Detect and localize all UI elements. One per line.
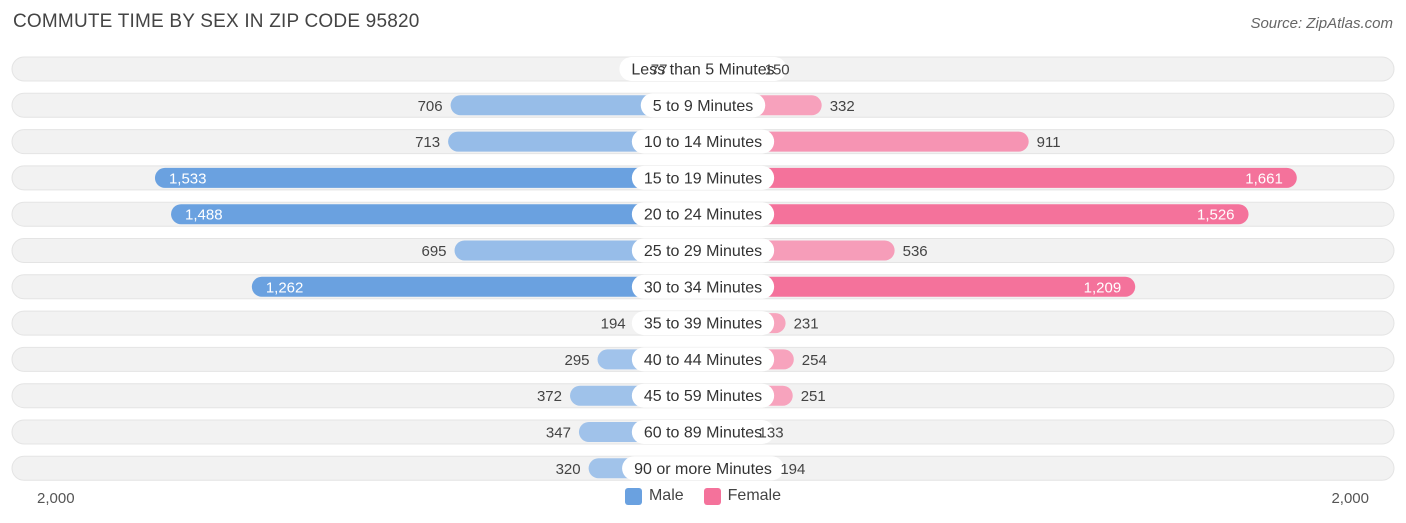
category-pill [631, 129, 775, 154]
male-bar [251, 276, 703, 297]
category-pill [631, 202, 775, 227]
male-value-label: 320 [556, 461, 581, 478]
legend-label-female: Female [727, 487, 782, 504]
male-value-label: 77 [651, 62, 668, 79]
category-label: 35 to 39 Minutes [644, 316, 762, 333]
category-pill [631, 383, 775, 408]
legend-item-female: Female [703, 487, 782, 505]
category-label: 40 to 44 Minutes [644, 352, 762, 369]
female-bar [703, 131, 1029, 152]
category-pill [622, 456, 784, 481]
category-label: 60 to 89 Minutes [644, 425, 762, 442]
male-value-label: 1,533 [169, 170, 207, 187]
male-bar [171, 204, 704, 225]
female-value-label: 231 [794, 316, 819, 333]
category-label: 30 to 34 Minutes [644, 279, 762, 296]
axis-label-left: 2,000 [37, 490, 75, 507]
category-pill [631, 420, 775, 444]
axis-label-right: 2,000 [1331, 490, 1369, 507]
male-value-label: 1,488 [185, 207, 223, 224]
chart-title: COMMUTE TIME BY SEX IN ZIP CODE 95820 [13, 11, 420, 32]
male-value-label: 1,262 [266, 279, 304, 296]
category-label: 25 to 29 Minutes [644, 243, 762, 260]
female-value-label: 1,526 [1197, 207, 1235, 224]
male-value-label: 706 [418, 98, 443, 115]
male-value-label: 695 [422, 243, 447, 260]
female-value-label: 1,209 [1084, 279, 1122, 296]
female-value-label: 150 [765, 62, 790, 79]
male-bar [450, 95, 703, 116]
male-value-label: 372 [537, 388, 562, 405]
male-value-label: 347 [546, 425, 571, 442]
female-value-label: 194 [780, 461, 805, 478]
female-bar [703, 167, 1297, 188]
category-pill [631, 165, 775, 190]
legend: Male Female [0, 487, 1406, 505]
female-bar [703, 276, 1136, 297]
category-pill [631, 238, 775, 263]
female-value-label: 133 [759, 425, 784, 442]
female-value-label: 254 [802, 352, 827, 369]
female-value-label: 536 [903, 243, 928, 260]
male-value-label: 194 [601, 316, 626, 333]
category-pill [640, 93, 766, 118]
category-pill [631, 311, 775, 336]
legend-swatch-female [703, 487, 721, 505]
female-value-label: 251 [801, 388, 826, 405]
female-value-label: 1,661 [1245, 170, 1283, 187]
legend-item-male: Male [624, 487, 684, 505]
category-pill [619, 57, 787, 81]
female-value-label: 911 [1037, 134, 1061, 151]
category-label: 10 to 14 Minutes [644, 134, 762, 151]
category-label: 45 to 59 Minutes [644, 388, 762, 405]
category-pill [631, 274, 775, 299]
category-label: Less than 5 Minutes [631, 62, 774, 79]
male-value-label: 295 [565, 352, 590, 369]
legend-swatch-male [624, 487, 642, 505]
category-pill [631, 347, 775, 372]
female-value-label: 332 [830, 98, 855, 115]
source-note: Source: ZipAtlas.com [1250, 15, 1393, 32]
category-label: 5 to 9 Minutes [653, 98, 754, 115]
category-label: 15 to 19 Minutes [644, 170, 762, 187]
category-label: 20 to 24 Minutes [644, 207, 762, 224]
category-label: 90 or more Minutes [634, 461, 772, 478]
male-bar [154, 167, 703, 188]
legend-label-male: Male [648, 487, 684, 504]
female-bar [703, 204, 1249, 225]
male-value-label: 713 [415, 134, 440, 151]
